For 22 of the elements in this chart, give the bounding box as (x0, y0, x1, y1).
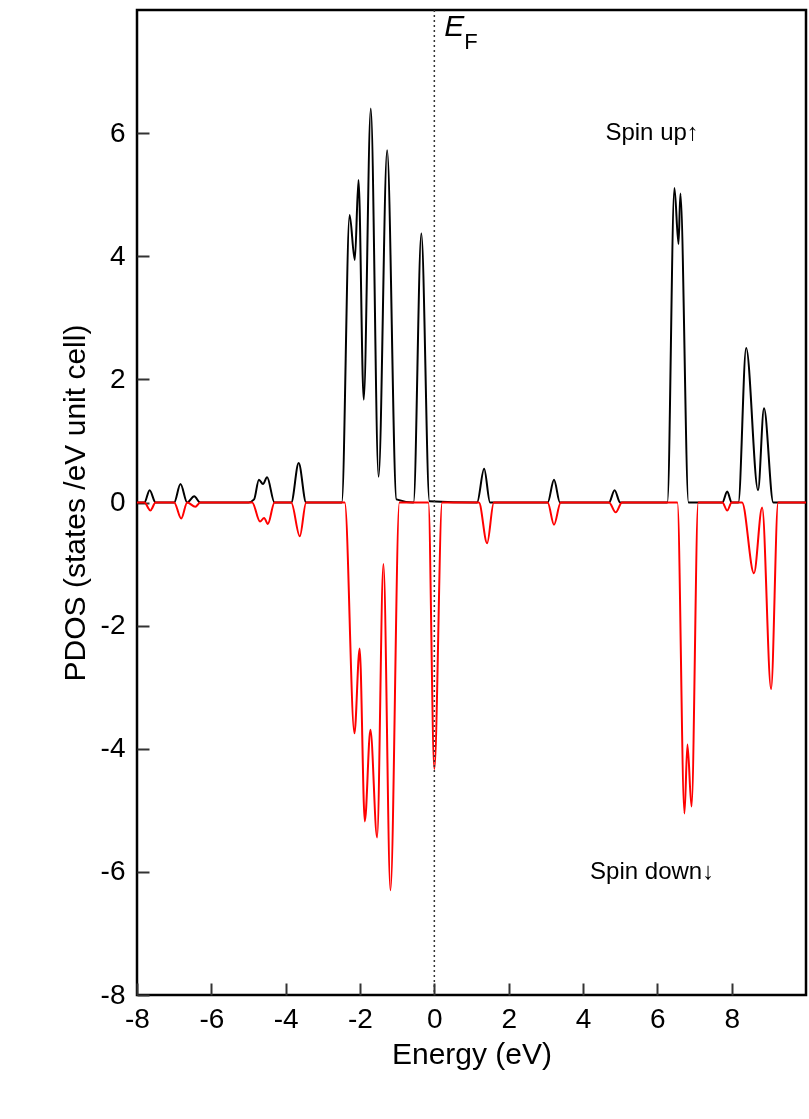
text: Spin down↓ (590, 856, 715, 884)
y-tick-label: 6 (109, 116, 126, 148)
y-axis-title: PDOS (states /eV unit cell) (57, 324, 91, 682)
x-tick-label: -4 (273, 1002, 299, 1034)
y-tick-label: -6 (100, 855, 126, 887)
x-tick-label: -2 (348, 1002, 373, 1034)
ref-line-label: E$_{F}$ (444, 9, 478, 54)
x-tick-label: 4 (575, 1002, 592, 1034)
x-tick-label: 0 (427, 1002, 443, 1034)
x-tick-label: 8 (724, 1002, 740, 1034)
x-tick-label: 2 (501, 1002, 517, 1034)
line-series (137, 501, 806, 892)
y-tick-label: -8 (100, 978, 126, 1010)
y-tick-label: 4 (109, 239, 126, 271)
x-tick-label: -6 (199, 1002, 225, 1034)
y-tick-label: 0 (109, 486, 126, 517)
text: Spin up↑ (605, 118, 699, 146)
x-axis-title: Energy (eV) (391, 1036, 553, 1070)
y-tick-label: -4 (100, 732, 126, 764)
x-tick-label: 6 (650, 1002, 666, 1034)
y-tick-label: 2 (109, 362, 126, 394)
y-tick-label: -2 (100, 609, 126, 641)
